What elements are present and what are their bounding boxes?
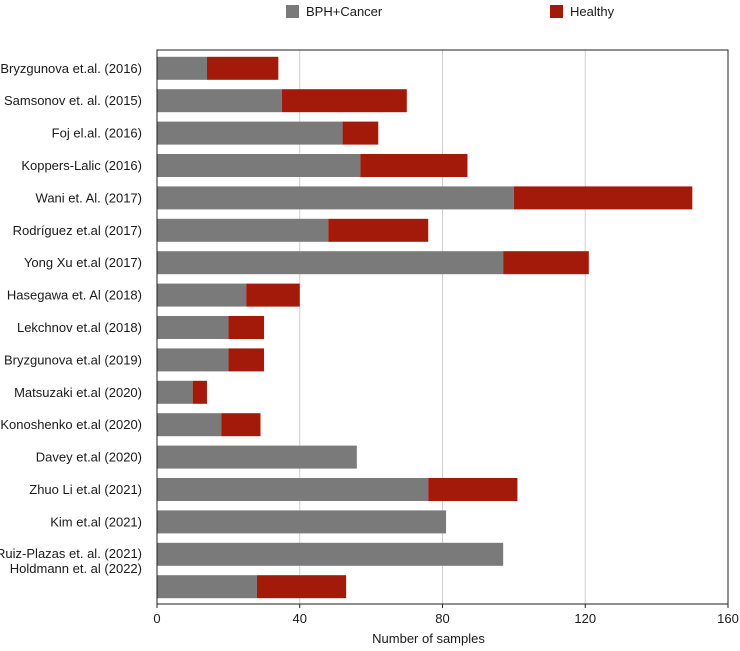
category-label-13: Zhuo Li et.al (2021): [29, 482, 142, 497]
x-axis-title: Number of samples: [372, 631, 485, 646]
category-label-8: Lekchnov et.al (2018): [17, 320, 142, 335]
x-axis-ticks: 0 40 80 120 160: [153, 604, 739, 626]
bar-bph-cancer-16: [157, 575, 257, 599]
bar-bph-cancer-11: [157, 413, 222, 437]
category-label-2: Foj el.al. (2016): [52, 126, 142, 141]
category-label-16: Holdmann et. al (2022): [10, 561, 142, 576]
bar-healthy-10: [192, 380, 207, 404]
bar-bph-cancer-2: [157, 121, 343, 145]
bar-healthy-6: [503, 251, 589, 275]
legend: BPH+Cancer Healthy: [286, 4, 615, 19]
category-label-11: Konoshenko et.al (2020): [0, 417, 142, 432]
category-label-15: Ruiz-Plazas et. al. (2021): [0, 546, 142, 561]
category-label-5: Rodríguez et.al (2017): [13, 223, 142, 238]
bar-bph-cancer-8: [157, 316, 229, 339]
bar-healthy-16: [256, 575, 347, 599]
legend-label-healthy: Healthy: [570, 4, 615, 19]
bar-healthy-0: [206, 56, 279, 80]
bar-bph-cancer-12: [157, 445, 357, 469]
x-tick-label-40: 40: [293, 611, 307, 626]
bar-healthy-2: [342, 121, 379, 145]
category-label-4: Wani et. Al. (2017): [36, 190, 142, 205]
category-label-3: Koppers-Lalic (2016): [21, 158, 142, 173]
bar-bph-cancer-1: [157, 89, 282, 113]
category-label-12: Davey et.al (2020): [36, 450, 142, 465]
bar-bph-cancer-13: [157, 478, 429, 501]
bar-healthy-13: [428, 478, 518, 501]
bar-healthy-4: [513, 186, 693, 210]
bar-bph-cancer-4: [157, 186, 514, 210]
bar-healthy-1: [281, 89, 407, 113]
x-tick-label-0: 0: [153, 611, 160, 626]
bar-healthy-7: [246, 283, 300, 307]
category-label-0: Bryzgunova et.al. (2016): [0, 61, 142, 76]
bar-bph-cancer-10: [157, 380, 193, 404]
bar-healthy-3: [360, 154, 468, 177]
bar-healthy-9: [228, 348, 265, 372]
legend-label-bph-cancer: BPH+Cancer: [306, 4, 383, 19]
bar-bph-cancer-9: [157, 348, 229, 372]
x-tick-label-160: 160: [717, 611, 739, 626]
bar-bph-cancer-6: [157, 251, 504, 275]
bar-bph-cancer-5: [157, 218, 329, 242]
bar-bph-cancer-7: [157, 283, 247, 307]
category-label-9: Bryzgunova et.al (2019): [4, 352, 142, 367]
category-label-10: Matsuzaki et.al (2020): [14, 385, 142, 400]
legend-swatch-healthy: [550, 5, 563, 18]
bar-bph-cancer-15: [157, 542, 504, 566]
bar-bph-cancer-14: [157, 510, 447, 534]
x-tick-label-80: 80: [435, 611, 449, 626]
bar-bph-cancer-3: [157, 154, 361, 177]
category-labels: Bryzgunova et.al. (2016) Samsonov et. al.…: [0, 61, 142, 576]
bar-healthy-5: [328, 218, 429, 242]
legend-swatch-bph-cancer: [286, 5, 299, 18]
x-tick-label-120: 120: [574, 611, 596, 626]
category-label-1: Samsonov et. al. (2015): [4, 93, 142, 108]
category-label-14: Kim et.al (2021): [50, 514, 142, 529]
bar-bph-cancer-0: [157, 56, 207, 80]
category-label-7: Hasegawa et. Al (2018): [7, 288, 142, 303]
bar-healthy-8: [228, 316, 265, 339]
bars: [157, 56, 693, 599]
bar-healthy-11: [221, 413, 261, 437]
category-label-6: Yong Xu et.al (2017): [24, 255, 142, 270]
